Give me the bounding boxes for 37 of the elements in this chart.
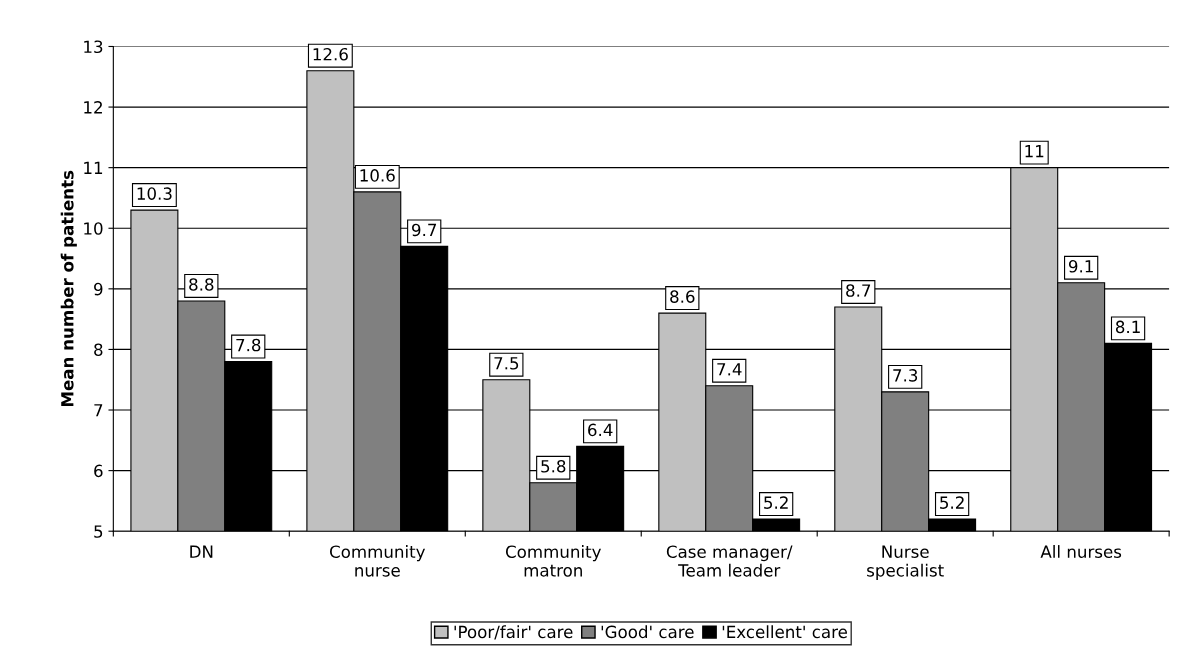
x-tick-label: All nurses [1040,545,1122,558]
y-tick-label: 5 [94,525,103,538]
data-label: 7.3 [893,369,918,382]
data-label: 5.2 [940,496,964,509]
data-label: 7.4 [717,363,742,376]
data-label: 8.1 [1115,320,1140,334]
legend-label: 'Good' care [601,625,694,639]
data-label: 5.8 [541,459,566,473]
x-tick-label: Community matron [505,545,601,577]
y-tick-label: 6 [94,464,103,478]
y-tick-label: 10 [84,222,103,235]
data-label: 8.8 [189,278,214,291]
data-label: 7.8 [236,338,261,352]
y-tick-label: 12 [84,101,102,114]
y-axis-title: Mean number of patients [60,170,77,407]
y-tick-label: 9 [94,282,103,296]
data-label: 10.3 [137,187,172,200]
x-tick-label: Nurse specialist [867,545,944,580]
y-tick-label: 13 [84,40,103,54]
data-label: 6.4 [588,423,613,437]
data-label: 11 [1025,145,1044,158]
data-label: 9.1 [1068,260,1093,273]
data-label: 12.6 [313,47,348,61]
data-label: 7.5 [494,357,519,370]
y-tick-label: 11 [84,161,103,174]
data-label: 9.7 [412,223,437,237]
legend-label: 'Excellent' care [722,625,847,639]
legend-label: 'Poor/fair' care [454,625,573,640]
data-label: 8.6 [670,290,695,303]
y-tick-label: 7 [94,404,103,417]
x-tick-label: DN [190,545,213,558]
x-tick-label: Case manager/ Team leader [666,545,793,577]
x-tick-label: Community nurse [329,545,426,577]
data-label: 10.6 [360,169,395,182]
data-label: 8.7 [846,284,871,297]
data-label: 5.2 [764,496,788,509]
y-tick-label: 8 [94,343,103,356]
